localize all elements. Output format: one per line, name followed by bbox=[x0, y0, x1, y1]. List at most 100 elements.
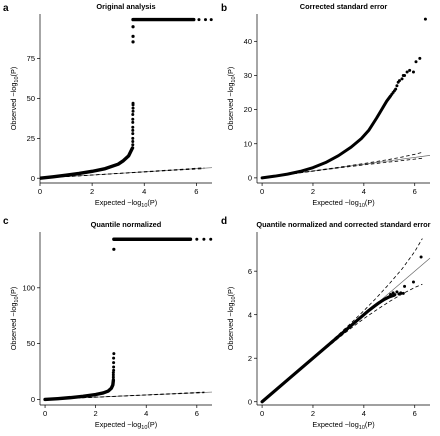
y-tick-label: 50 bbox=[27, 339, 35, 348]
x-tick-label: 0 bbox=[38, 187, 42, 196]
data-point bbox=[131, 132, 135, 136]
x-tick-label: 6 bbox=[195, 409, 199, 418]
data-point bbox=[395, 84, 399, 88]
data-point bbox=[131, 106, 135, 110]
y-axis-label-main: Observed −log bbox=[9, 303, 18, 351]
panel-letter: d bbox=[221, 216, 227, 227]
panel-a: a Original analysis 0 2 4 6 0 25 50 75 Expected −l… bbox=[3, 2, 213, 209]
ci-upper-line bbox=[261, 238, 423, 403]
ci-upper-line bbox=[287, 151, 423, 175]
y-axis-label-tail: (P) bbox=[226, 67, 235, 77]
x-tick-label: 2 bbox=[311, 187, 315, 196]
y-axis-label-main: Observed −log bbox=[9, 83, 18, 131]
data-point bbox=[112, 365, 116, 369]
chart-title: Quantile normalized and corrected standa… bbox=[256, 220, 430, 229]
y-axis-label-tail: (P) bbox=[9, 287, 18, 297]
x-axis-label-main: Expected −log bbox=[312, 198, 358, 207]
data-point bbox=[209, 237, 213, 241]
y-tick-label: 40 bbox=[244, 37, 252, 46]
x-tick-label: 4 bbox=[144, 409, 148, 418]
panel-c: c Quantile normalized 0 2 4 6 0 50 100 Expected −… bbox=[3, 216, 213, 431]
data-point bbox=[395, 290, 399, 294]
data-point bbox=[131, 34, 135, 38]
ci-lower-line bbox=[261, 283, 423, 403]
x-axis-label-sub: 10 bbox=[359, 203, 365, 209]
data-point bbox=[112, 356, 116, 360]
data-point bbox=[394, 87, 398, 91]
x-axis-label-tail: (P) bbox=[147, 420, 157, 429]
data-point bbox=[131, 112, 135, 116]
x-axis-label: Expected −log10(P) bbox=[312, 420, 374, 431]
chart-title: Corrected standard error bbox=[300, 2, 388, 11]
plot-area bbox=[260, 17, 431, 180]
data-point bbox=[397, 79, 401, 83]
data-point bbox=[111, 377, 115, 381]
panel-d: d Quantile normalized and corrected stand… bbox=[221, 216, 431, 431]
data-point bbox=[419, 255, 423, 259]
data-point bbox=[111, 373, 115, 377]
plot-area bbox=[40, 17, 213, 180]
data-point bbox=[131, 120, 135, 124]
y-tick-label: 2 bbox=[248, 354, 252, 363]
data-point bbox=[131, 101, 135, 105]
data-point bbox=[131, 136, 135, 140]
y-axis-label-main: Observed −log bbox=[226, 303, 235, 351]
chart-title: Quantile normalized bbox=[91, 220, 162, 229]
data-point bbox=[202, 237, 206, 241]
data-point bbox=[401, 291, 405, 295]
x-tick-label: 4 bbox=[142, 187, 146, 196]
data-point bbox=[111, 375, 115, 379]
data-point bbox=[131, 40, 135, 44]
panel-b: b Corrected standard error 0 2 4 6 0 10 20 30 40 Ex… bbox=[221, 2, 431, 209]
data-point bbox=[399, 291, 403, 295]
x-tick-label: 2 bbox=[311, 409, 315, 418]
data-point bbox=[411, 280, 415, 284]
data-point bbox=[209, 18, 213, 22]
x-axis-label-sub: 10 bbox=[141, 203, 147, 209]
data-point bbox=[111, 371, 115, 375]
y-tick-label: 30 bbox=[244, 71, 252, 80]
data-point bbox=[389, 292, 393, 296]
panel-letter: c bbox=[3, 216, 9, 227]
ci-lower-line bbox=[66, 168, 205, 178]
observed-points-curve bbox=[260, 94, 393, 180]
x-tick-label: 6 bbox=[194, 187, 198, 196]
y-axis-label: Observed −log10(P) bbox=[9, 67, 20, 131]
x-axis-label-sub: 10 bbox=[359, 425, 365, 431]
x-tick-label: 6 bbox=[413, 187, 417, 196]
data-point bbox=[197, 18, 201, 22]
data-point bbox=[112, 247, 116, 251]
y-axis-label-sub: 10 bbox=[14, 76, 20, 82]
data-point bbox=[131, 117, 135, 121]
y-tick-label: 4 bbox=[248, 310, 252, 319]
observed-points-curve bbox=[40, 146, 135, 180]
x-axis-label-main: Expected −log bbox=[95, 420, 141, 429]
x-tick-label: 0 bbox=[43, 409, 47, 418]
data-point bbox=[411, 70, 415, 74]
y-axis-label: Observed −log10(P) bbox=[226, 287, 237, 351]
x-tick-label: 4 bbox=[362, 409, 366, 418]
x-axis-label: Expected −log10(P) bbox=[95, 198, 157, 209]
y-tick-label: 20 bbox=[244, 105, 252, 114]
x-tick-label: 0 bbox=[260, 409, 264, 418]
data-point bbox=[400, 77, 404, 81]
data-point bbox=[195, 237, 199, 241]
x-axis-label-main: Expected −log bbox=[312, 420, 358, 429]
data-point bbox=[131, 25, 135, 29]
data-point bbox=[405, 70, 409, 74]
observed-points-curve bbox=[43, 378, 116, 402]
y-axis-label-sub: 10 bbox=[231, 76, 237, 82]
data-point bbox=[403, 73, 407, 77]
x-tick-label: 4 bbox=[362, 187, 366, 196]
x-axis-label-tail: (P) bbox=[365, 420, 375, 429]
y-axis-label-main: Observed −log bbox=[226, 83, 235, 131]
data-point bbox=[131, 109, 135, 113]
x-axis-label: Expected −log10(P) bbox=[95, 420, 157, 431]
x-axis-label: Expected −log10(P) bbox=[312, 198, 374, 209]
panel-letter: a bbox=[3, 3, 9, 14]
x-tick-label: 2 bbox=[90, 187, 94, 196]
data-point bbox=[418, 56, 422, 60]
y-tick-label: 0 bbox=[248, 397, 252, 406]
y-axis-label-sub: 10 bbox=[14, 296, 20, 302]
